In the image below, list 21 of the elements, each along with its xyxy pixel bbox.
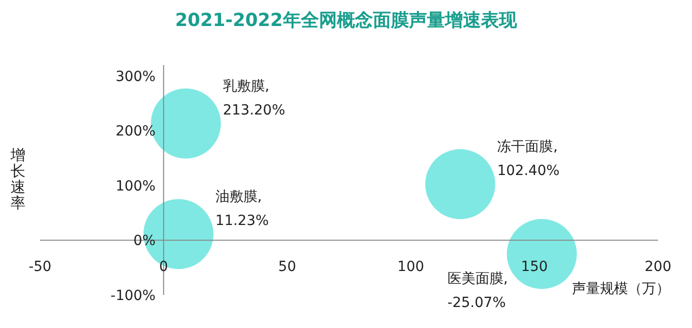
chart-title: 2021-2022年全网概念面膜声量增速表现 [175,10,518,31]
x-tick-label: -50 [28,259,52,276]
y-tick-label: 300% [116,68,156,85]
data-label: 213.20% [222,102,286,118]
data-label: 102.40% [497,163,560,180]
x-tick-label: 150 [521,259,548,276]
x-tick-label: 100 [397,259,424,276]
point [425,149,496,220]
data-label: -25.07% [447,294,506,311]
series-label: 乳敷膜, [222,78,270,94]
y-tick-label: 100% [116,178,156,194]
series-label: 冻干面膜, [497,139,558,156]
series-label: 医美面膜, [447,270,508,287]
y-tick-label: 0% [133,233,156,250]
series-label: 油敷膜, [215,189,262,206]
y-axis-title: 增长速率 [10,146,26,212]
data-label: 11.23% [215,213,269,230]
x-axis-title: 声量规模（万） [572,281,670,297]
y-tick-label: -100% [110,288,156,304]
x-tick-label: 200 [644,259,672,276]
x-tick-label: 50 [278,259,296,276]
